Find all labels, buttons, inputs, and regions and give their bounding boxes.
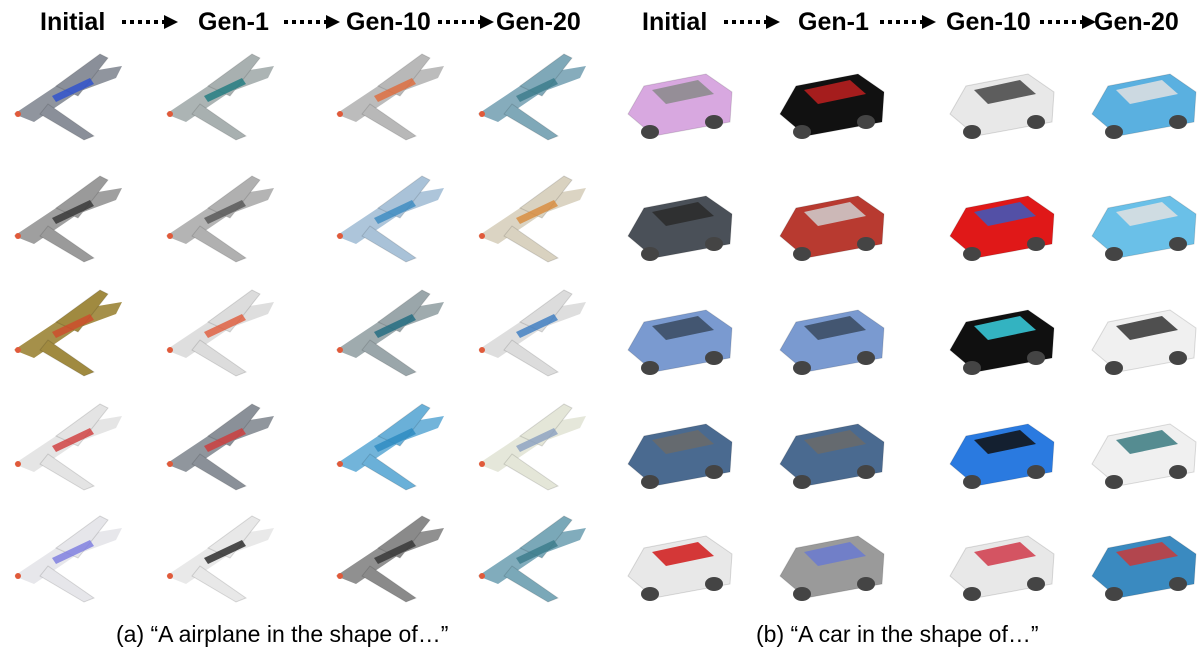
car-shape <box>1091 195 1197 261</box>
airplane-render <box>4 394 134 504</box>
stage-label-initial: Initial <box>642 8 708 36</box>
airplane-render <box>326 166 456 276</box>
car-shape <box>627 309 733 375</box>
caption-b: (b) “A car in the shape of…” <box>756 621 1039 647</box>
airplane-render <box>156 506 286 616</box>
airplane-render <box>326 280 456 390</box>
stage-label-gen-1: Gen-1 <box>798 8 869 36</box>
airplane-render <box>156 280 286 390</box>
airplane-shape <box>166 175 274 263</box>
stage-label-gen-10: Gen-10 <box>946 8 1031 36</box>
airplane-shape <box>166 53 274 141</box>
car-render <box>1078 44 1202 154</box>
car-shape <box>1091 309 1197 375</box>
car-render <box>766 44 896 154</box>
airplane-render <box>468 166 598 276</box>
car-render <box>936 44 1066 154</box>
airplane-shape <box>14 175 122 263</box>
airplane-shape <box>336 175 444 263</box>
car-shape <box>1091 423 1197 489</box>
car-shape <box>627 195 733 261</box>
stage-label-gen-20: Gen-20 <box>496 8 581 36</box>
car-shape <box>627 535 733 601</box>
car-render <box>936 506 1066 616</box>
airplane-shape <box>14 53 122 141</box>
airplane-render <box>326 394 456 504</box>
car-render <box>936 166 1066 276</box>
airplane-shape <box>478 289 586 377</box>
car-shape <box>949 309 1055 375</box>
airplane-shape <box>166 515 274 603</box>
airplane-render <box>468 280 598 390</box>
car-shape <box>779 195 885 261</box>
car-render <box>1078 506 1202 616</box>
car-shape <box>779 73 885 139</box>
airplane-render <box>4 166 134 276</box>
stage-label-gen-1: Gen-1 <box>198 8 269 36</box>
dotted-arrow-icon <box>120 14 180 30</box>
car-shape <box>779 423 885 489</box>
car-shape <box>949 195 1055 261</box>
airplane-render <box>4 506 134 616</box>
dotted-arrow-icon <box>282 14 342 30</box>
airplane-shape <box>336 515 444 603</box>
airplane-shape <box>336 403 444 491</box>
car-render <box>614 166 744 276</box>
airplane-shape <box>336 289 444 377</box>
airplane-render <box>326 506 456 616</box>
airplane-shape <box>478 403 586 491</box>
airplane-shape <box>336 53 444 141</box>
airplane-render <box>468 506 598 616</box>
car-render <box>766 394 896 504</box>
airplane-shape <box>14 515 122 603</box>
airplane-shape <box>478 175 586 263</box>
airplane-shape <box>166 403 274 491</box>
dotted-arrow-icon <box>436 14 496 30</box>
caption-a: (a) “A airplane in the shape of…” <box>116 621 449 647</box>
airplane-render <box>4 280 134 390</box>
car-render <box>1078 394 1202 504</box>
airplane-render <box>468 394 598 504</box>
dotted-arrow-icon <box>878 14 938 30</box>
car-shape <box>627 73 733 139</box>
dotted-arrow-icon <box>722 14 782 30</box>
stage-label-initial: Initial <box>40 8 106 36</box>
car-shape <box>779 309 885 375</box>
airplane-shape <box>14 289 122 377</box>
airplane-render <box>156 394 286 504</box>
car-render <box>1078 280 1202 390</box>
car-shape <box>949 423 1055 489</box>
car-render <box>614 394 744 504</box>
airplane-shape <box>166 289 274 377</box>
car-render <box>936 280 1066 390</box>
airplane-render <box>4 44 134 154</box>
stage-label-gen-20: Gen-20 <box>1094 8 1179 36</box>
car-render <box>766 166 896 276</box>
car-render <box>766 506 896 616</box>
car-render <box>1078 166 1202 276</box>
airplane-shape <box>478 53 586 141</box>
airplane-render <box>326 44 456 154</box>
car-render <box>614 280 744 390</box>
car-render <box>614 506 744 616</box>
dotted-arrow-icon <box>1038 14 1098 30</box>
car-shape <box>1091 535 1197 601</box>
car-shape <box>949 73 1055 139</box>
airplane-shape <box>478 515 586 603</box>
car-render <box>766 280 896 390</box>
airplane-render <box>156 44 286 154</box>
car-render <box>936 394 1066 504</box>
stage-label-gen-10: Gen-10 <box>346 8 431 36</box>
car-render <box>614 44 744 154</box>
airplane-shape <box>14 403 122 491</box>
airplane-render <box>468 44 598 154</box>
car-shape <box>627 423 733 489</box>
car-shape <box>779 535 885 601</box>
airplane-render <box>156 166 286 276</box>
car-shape <box>1091 73 1197 139</box>
car-shape <box>949 535 1055 601</box>
